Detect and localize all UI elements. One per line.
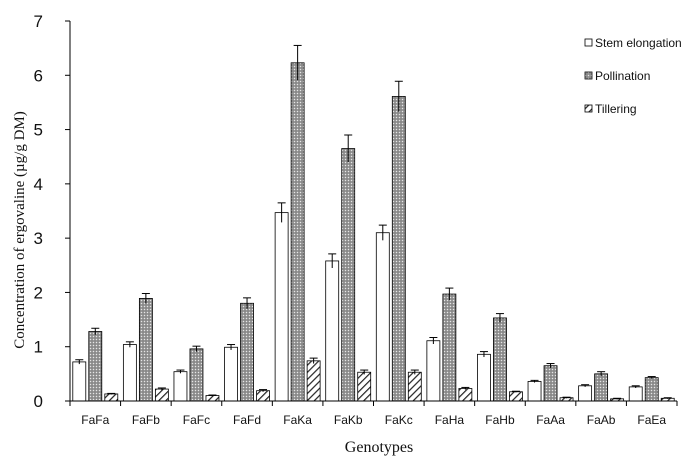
- bar-tillering: [154, 388, 169, 402]
- x-tick-label: FaFc: [183, 413, 210, 427]
- x-axis-title: Genotypes: [345, 439, 413, 456]
- legend-swatch: [584, 71, 593, 80]
- legend-swatch: [584, 38, 593, 47]
- bar-stem-elongation: [628, 386, 643, 402]
- bar-pollination: [138, 297, 153, 402]
- bar-pollination: [391, 96, 406, 402]
- bar-tillering: [357, 371, 372, 402]
- bar-tillering: [407, 371, 422, 402]
- bar-tillering: [104, 393, 119, 402]
- x-tick-label: FaHa: [435, 413, 465, 427]
- bar-pollination: [341, 148, 356, 402]
- bar-stem-elongation: [72, 361, 87, 402]
- bar-stem-elongation: [325, 260, 340, 402]
- x-tick-label: FaEa: [637, 413, 666, 427]
- bar-stem-elongation: [375, 232, 390, 402]
- bar-tillering: [256, 390, 270, 402]
- bar-pollination: [290, 62, 305, 402]
- bar-stem-elongation: [224, 346, 238, 402]
- bar-tillering: [509, 391, 523, 402]
- x-tick-label: FaKa: [283, 413, 312, 427]
- bar-pollination: [594, 373, 609, 402]
- legend-swatch: [584, 104, 593, 113]
- bar-pollination: [644, 377, 659, 402]
- y-tick-label: 2: [34, 283, 43, 302]
- bar-stem-elongation: [578, 385, 593, 402]
- x-tick-label: FaFa: [81, 413, 109, 427]
- bar-stem-elongation: [527, 381, 542, 402]
- y-tick-label: 0: [34, 392, 43, 411]
- bar-pollination: [240, 302, 254, 402]
- y-tick-label: 3: [34, 229, 43, 248]
- bar-pollination: [442, 293, 457, 402]
- bars: [72, 62, 675, 402]
- bar-pollination: [543, 365, 558, 402]
- y-tick-label: 7: [34, 12, 43, 31]
- bar-pollination: [189, 348, 204, 402]
- bar-stem-elongation: [426, 340, 441, 402]
- bar-tillering: [205, 395, 220, 402]
- bar-pollination: [493, 317, 507, 402]
- y-axis-ticks: 0 1 2 3 4 5 6 7: [34, 12, 70, 411]
- legend-label: Stem elongation: [595, 36, 682, 50]
- y-tick-label: 5: [34, 121, 43, 140]
- x-tick-label: FaFb: [132, 413, 160, 427]
- y-tick-label: 4: [34, 175, 43, 194]
- legend-label: Pollination: [595, 69, 650, 83]
- x-tick-label: FaAb: [587, 413, 616, 427]
- bar-stem-elongation: [477, 353, 491, 402]
- y-tick-label: 6: [34, 66, 43, 85]
- x-tick-label: FaKb: [334, 413, 363, 427]
- x-tick-label: FaFd: [233, 413, 261, 427]
- bar-pollination: [88, 331, 103, 402]
- legend: Stem elongation Pollination Tillering: [584, 36, 682, 116]
- bar-tillering: [458, 388, 473, 402]
- x-tick-label: FaAa: [536, 413, 565, 427]
- bar-stem-elongation: [274, 212, 289, 402]
- x-tick-label: FaKc: [385, 413, 413, 427]
- bar-stem-elongation: [173, 371, 188, 402]
- bar-stem-elongation: [122, 344, 137, 402]
- error-bars: [75, 44, 672, 400]
- y-tick-label: 1: [34, 338, 43, 357]
- legend-label: Tillering: [595, 102, 637, 116]
- x-tick-label: FaHb: [485, 413, 515, 427]
- y-axis-title: Concentration of ergovaline (µg/g DM): [12, 111, 28, 348]
- bar-tillering: [306, 360, 321, 402]
- x-axis-ticks: FaFa FaFb FaFc FaFd FaKa FaKb FaKc FaHa FaHb FaAa…: [69, 401, 678, 427]
